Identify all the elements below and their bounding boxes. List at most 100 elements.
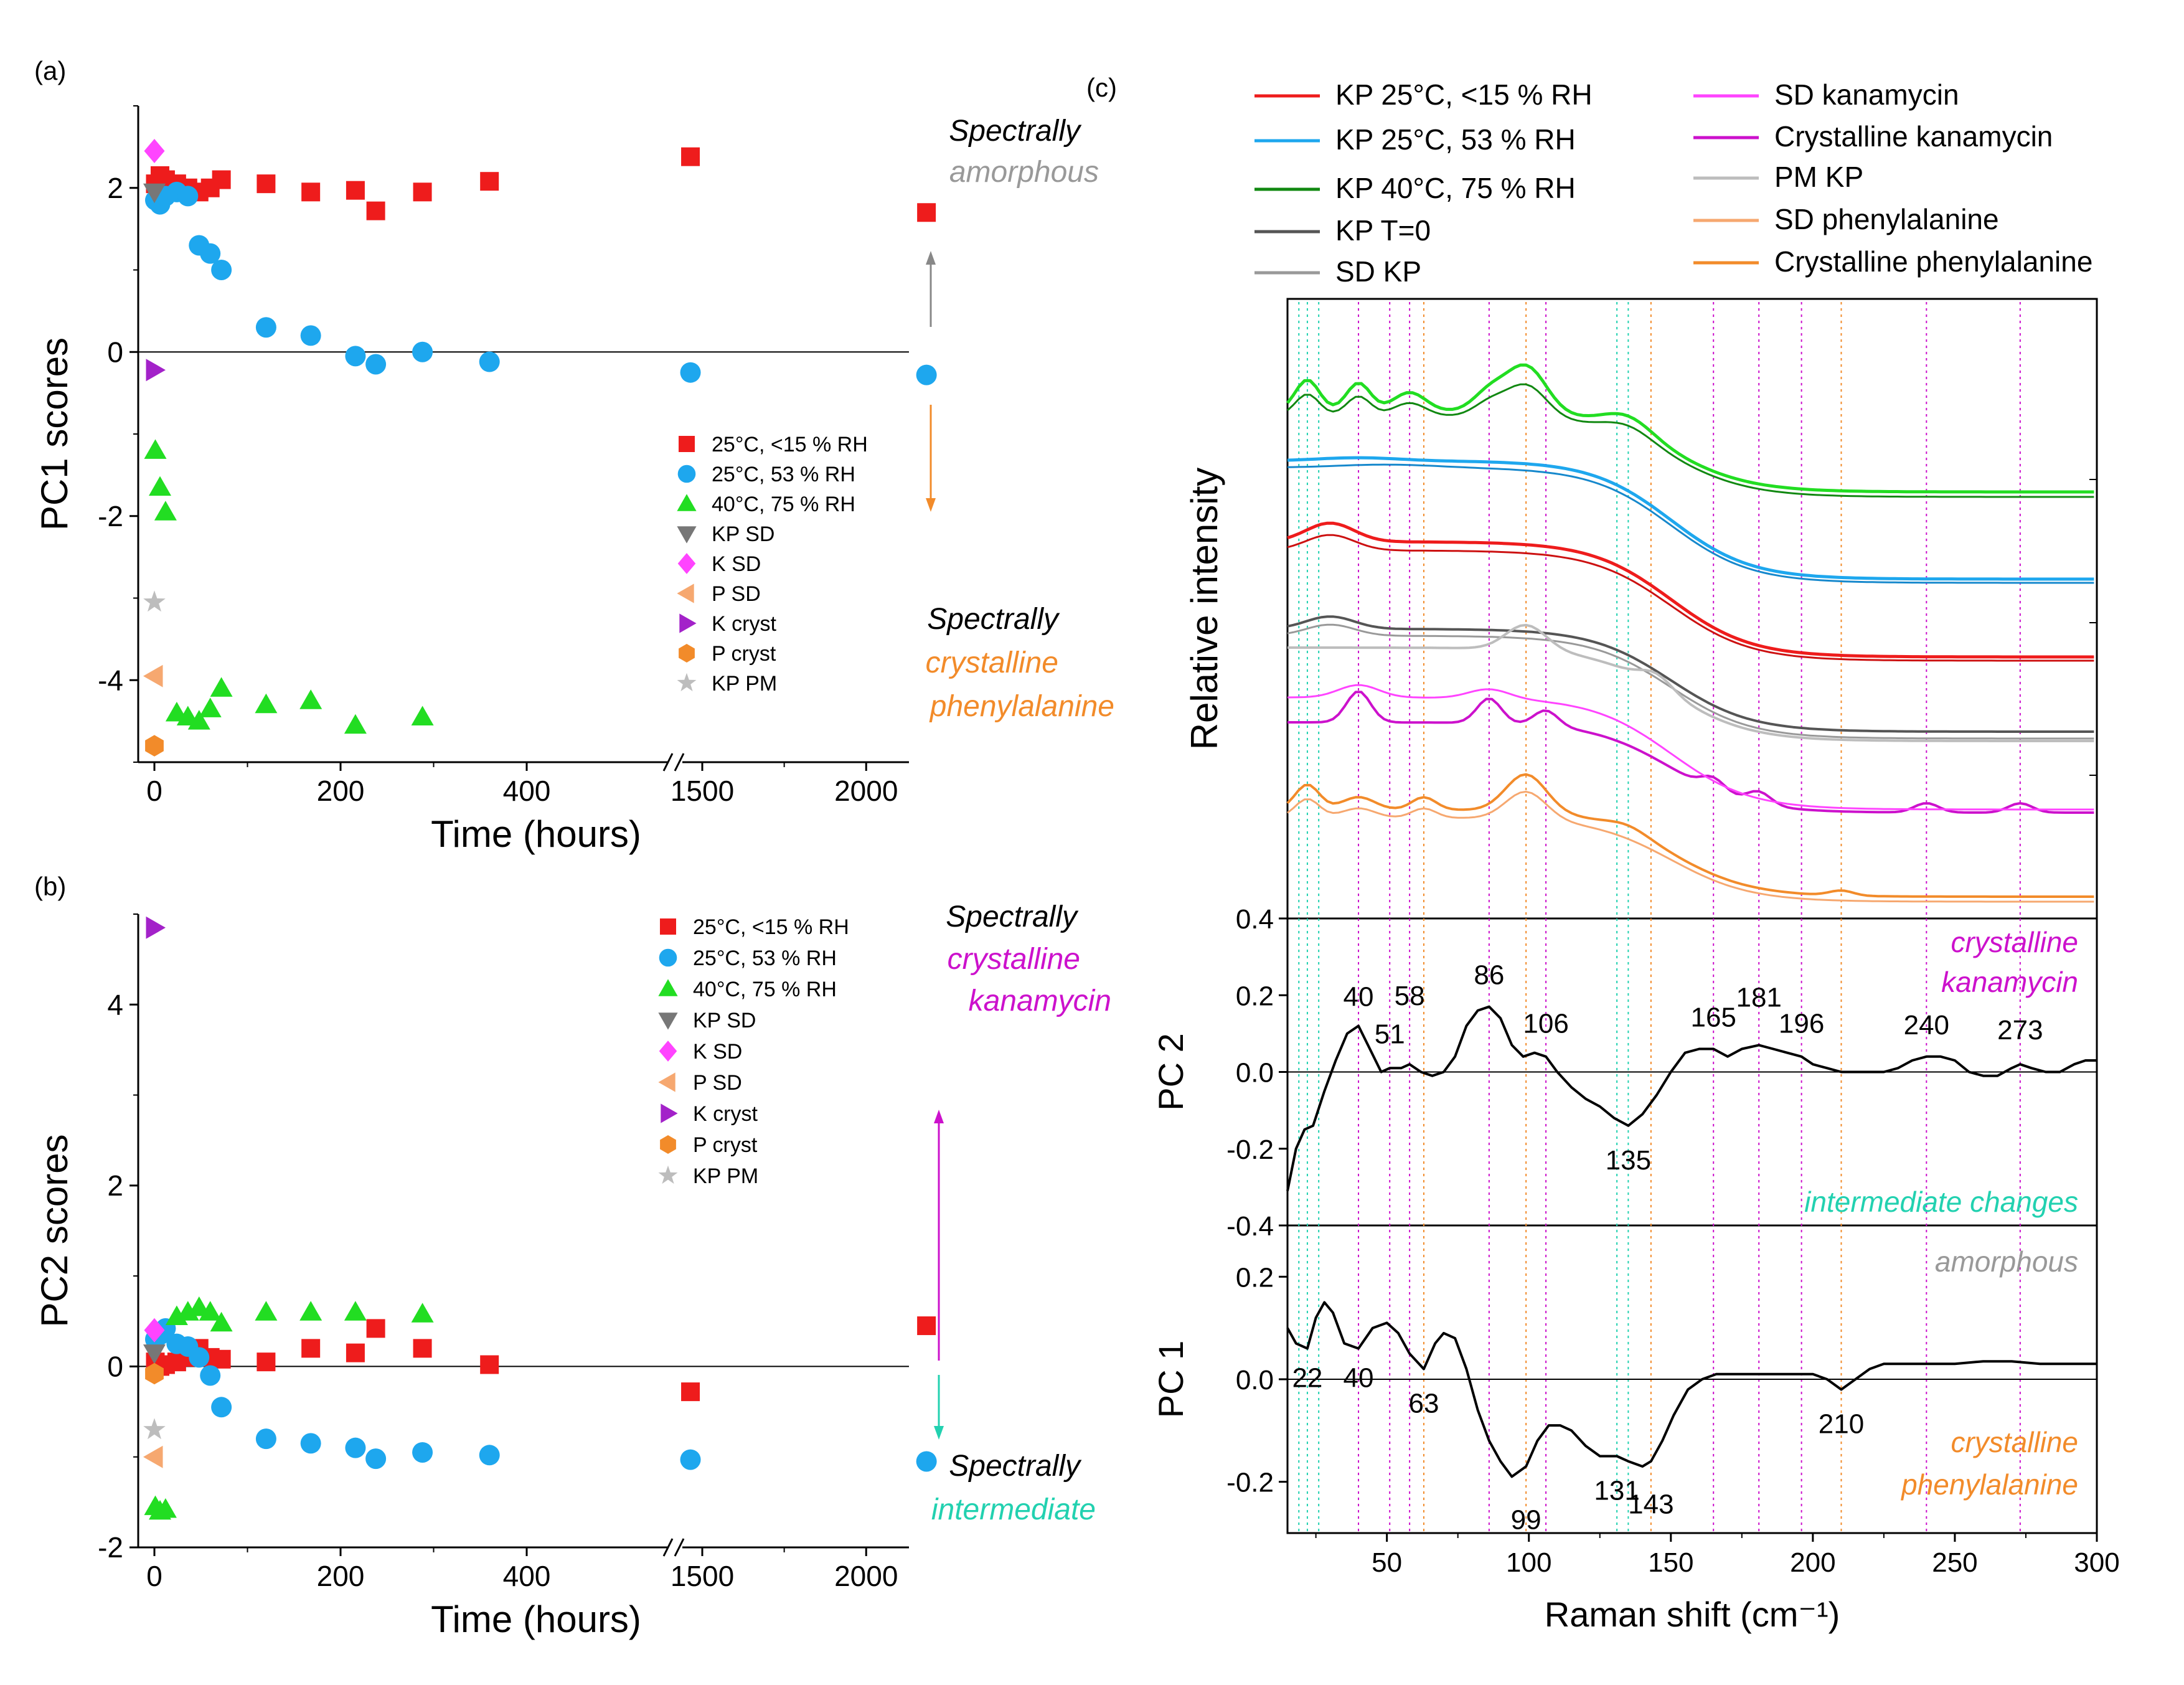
x-tick-label-b: 2000 <box>834 1560 898 1592</box>
pc2-peak-label: 106 <box>1523 1009 1568 1039</box>
data-point-b <box>301 1339 321 1358</box>
y-tick-label-b: 0 <box>107 1350 123 1382</box>
spectrum-kp-40c <box>1286 363 2094 494</box>
legend-label-c: SD kanamycin <box>1774 78 1959 111</box>
panel-label-a: (a) <box>34 56 66 85</box>
data-point-b <box>143 1344 166 1364</box>
legend-label-b: P cryst <box>693 1133 758 1157</box>
legend-marker-b <box>658 979 678 996</box>
annotation-b-bottom-1: Spectrally <box>949 1450 1082 1483</box>
data-point-b <box>411 1303 434 1323</box>
data-point-a <box>366 201 385 220</box>
spectrum-y-axis-label: Relative intensity <box>1184 468 1225 750</box>
pc1-annotation-crystalline: crystalline <box>1951 1426 2078 1458</box>
data-point-a <box>413 182 432 202</box>
data-point-b <box>366 1319 385 1338</box>
data-point-b <box>413 1339 432 1358</box>
data-point-a <box>144 139 165 163</box>
data-point-b <box>479 1445 500 1466</box>
data-point-a <box>412 341 433 362</box>
data-point-a <box>177 186 199 207</box>
data-point-a <box>365 354 387 375</box>
data-point-a <box>479 351 500 372</box>
y-tick-label-a: -4 <box>98 664 123 696</box>
spectrum-sd-phenylalanine <box>1287 790 2094 903</box>
legend-label-b: 25°C, 53 % RH <box>693 946 837 970</box>
pc1-y-tick-label: 0.2 <box>1236 1262 1274 1293</box>
legend-label-c: PM KP <box>1774 161 1863 193</box>
pc2-y-tick-label: -0.4 <box>1226 1211 1274 1242</box>
data-point-a <box>143 183 166 204</box>
pc1-y-axis-label: PC 1 <box>1151 1341 1190 1418</box>
data-point-a <box>300 325 321 346</box>
data-point-b <box>255 1428 276 1450</box>
raman-x-tick-label: 250 <box>1932 1547 1977 1578</box>
spectrum-pm-kp <box>1287 623 2094 742</box>
axis-break-mark-a <box>674 753 685 772</box>
spectrum-kp-40c <box>1286 383 2094 498</box>
raman-x-tick-label: 100 <box>1506 1547 1551 1578</box>
legend-label-a: K cryst <box>712 612 776 636</box>
pc2-y-tick-label: -0.2 <box>1226 1135 1274 1165</box>
legend-label-c: SD phenylalanine <box>1774 203 1999 235</box>
x-tick-label-a: 400 <box>503 775 551 807</box>
data-point-a <box>917 203 936 222</box>
data-point-a <box>200 243 221 264</box>
annotation-b-top-1: Spectrally <box>946 900 1079 933</box>
y-tick-label-a: 2 <box>107 172 123 204</box>
legend-marker-b <box>659 1041 677 1062</box>
legend-marker-b <box>660 918 676 935</box>
data-point-a <box>145 735 164 757</box>
pc2-annotation-intermediate: intermediate changes <box>1804 1186 2078 1218</box>
data-point-b <box>916 1451 937 1472</box>
legend-marker-b <box>661 1103 678 1123</box>
data-point-b <box>344 1301 367 1321</box>
y-tick-label-b: 2 <box>107 1169 123 1202</box>
annotation-a-top-2: amorphous <box>949 156 1099 189</box>
legend-label-a: 25°C, 53 % RH <box>712 463 855 486</box>
legend-marker-b <box>660 1135 676 1154</box>
legend-label-a: 40°C, 75 % RH <box>712 493 855 516</box>
spectrum-sd-kanamycin <box>1287 684 2094 811</box>
data-point-b <box>200 1365 221 1386</box>
data-point-a <box>143 590 166 612</box>
legend-marker-b <box>659 948 677 967</box>
legend-marker-a <box>677 583 694 603</box>
data-point-a <box>681 147 700 166</box>
pc2-peak-label: 240 <box>1904 1010 1949 1041</box>
data-point-b <box>480 1355 499 1374</box>
spectrum-kp-t0 <box>1287 615 2094 733</box>
legend-label-b: K SD <box>693 1040 742 1064</box>
legend-label-c: Crystalline kanamycin <box>1774 120 2053 153</box>
legend-marker-a <box>679 644 695 663</box>
data-point-a <box>301 182 321 202</box>
legend-marker-b <box>658 1012 678 1030</box>
spectrum-kp-53rh <box>1287 456 2094 581</box>
pc2-peak-label: 51 <box>1375 1019 1405 1049</box>
data-point-b <box>255 1301 278 1321</box>
legend-label-b: KP SD <box>693 1009 756 1032</box>
data-point-a <box>146 359 166 382</box>
data-point-a <box>211 260 232 280</box>
data-point-b <box>143 1418 166 1440</box>
spectrum-kp-15rh <box>1287 521 2094 659</box>
pc2-peak-label: 181 <box>1736 982 1781 1012</box>
data-point-b <box>199 1301 222 1321</box>
legend-label-b: 25°C, <15 % RH <box>693 915 849 939</box>
data-point-a <box>255 693 278 714</box>
legend-label-b: P SD <box>693 1071 742 1095</box>
y-axis-label-a: PC1 scores <box>34 337 75 531</box>
pc1-peak-label: 40 <box>1344 1363 1374 1394</box>
y-tick-label-a: 0 <box>107 336 123 368</box>
x-tick-label-b: 0 <box>146 1560 162 1592</box>
data-point-a <box>210 677 233 697</box>
data-point-b <box>211 1397 232 1418</box>
data-point-a <box>916 364 937 385</box>
legend-marker-a <box>677 526 697 544</box>
pc1-peak-label: 99 <box>1511 1504 1542 1535</box>
data-point-b <box>917 1316 936 1336</box>
legend-label-c: SD KP <box>1335 255 1421 288</box>
data-point-b <box>189 1347 210 1368</box>
data-point-a <box>144 439 167 459</box>
